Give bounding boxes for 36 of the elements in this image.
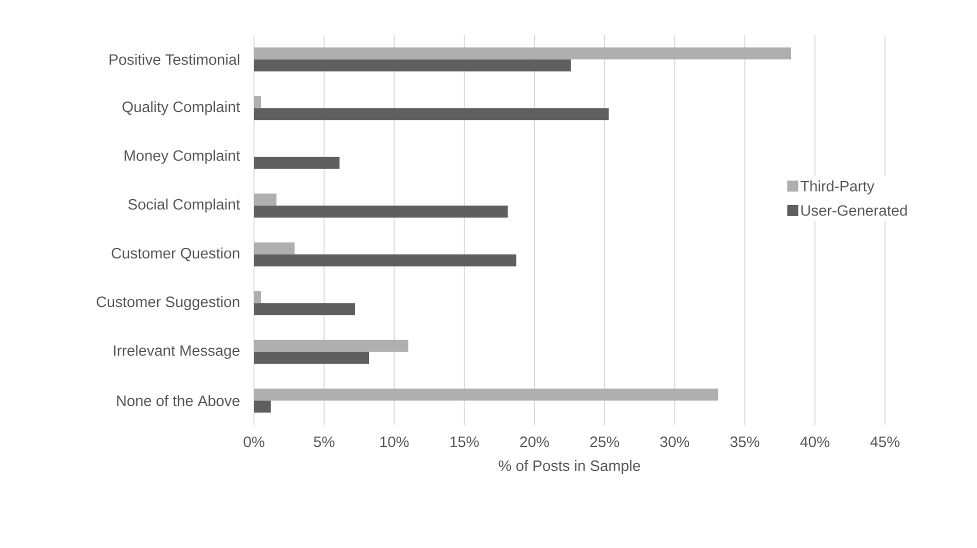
legend-label: User-Generated bbox=[801, 204, 907, 216]
bar bbox=[254, 340, 408, 352]
bar bbox=[254, 96, 262, 108]
bar bbox=[254, 47, 792, 60]
x-tick-label: 25% bbox=[590, 436, 620, 448]
bar bbox=[254, 254, 516, 266]
x-tick-label: 40% bbox=[800, 436, 830, 448]
bar bbox=[254, 303, 355, 316]
x-axis-title: % of Posts in Sample bbox=[498, 460, 640, 474]
y-tick-label: Customer Question bbox=[112, 248, 240, 262]
bar bbox=[254, 194, 276, 206]
x-tick-label: 45% bbox=[870, 436, 900, 448]
bar bbox=[254, 59, 571, 72]
bar bbox=[254, 388, 718, 401]
y-tick-label: Irrelevant Message bbox=[114, 344, 240, 359]
legend-label: Third-Party bbox=[800, 180, 874, 194]
x-tick-label: 15% bbox=[450, 436, 479, 448]
y-tick-label: Money Complaint bbox=[124, 150, 240, 164]
x-tick-label: 10% bbox=[380, 436, 409, 448]
x-tick-label: 5% bbox=[314, 436, 334, 448]
x-tick-label: 0% bbox=[244, 436, 264, 448]
x-tick-label: 20% bbox=[520, 436, 549, 448]
bar bbox=[254, 291, 262, 304]
bar bbox=[254, 156, 340, 169]
bar bbox=[254, 206, 508, 218]
y-tick-label: Positive Testimonial bbox=[110, 54, 240, 65]
bar bbox=[254, 108, 609, 120]
bar bbox=[254, 242, 295, 254]
bar bbox=[254, 400, 271, 413]
y-tick-label: Quality Complaint bbox=[122, 101, 240, 116]
x-tick-label: 30% bbox=[660, 436, 690, 448]
x-tick-label: 35% bbox=[730, 436, 760, 448]
y-tick-label: None of the Above bbox=[117, 395, 240, 406]
bar bbox=[254, 352, 369, 364]
y-tick-label: Social Complaint bbox=[128, 198, 240, 213]
y-tick-label: Customer Suggestion bbox=[96, 296, 240, 310]
